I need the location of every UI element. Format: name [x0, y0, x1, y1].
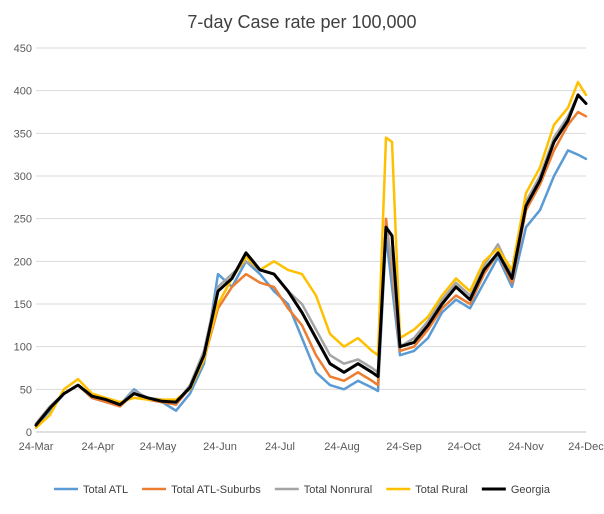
legend-label: Georgia — [511, 484, 551, 496]
y-tick-label: 0 — [26, 427, 32, 439]
legend-item: Total Nonrural — [274, 484, 372, 496]
y-tick-label: 150 — [14, 299, 32, 311]
legend-label: Total Rural — [415, 484, 468, 496]
x-tick-label: 24-Jul — [265, 441, 295, 453]
legend-item: Total ATL — [54, 484, 128, 496]
legend-label: Total ATL — [83, 484, 128, 496]
axes: 0 50 100 150 200 250 300 350 400 450 24-Mar 24-Apr 2… — [14, 43, 604, 453]
y-tick-label: 350 — [14, 128, 32, 140]
series-line — [34, 93, 588, 425]
y-tick-label: 200 — [14, 256, 32, 268]
chart-title: 7-day Case rate per 100,000 — [187, 12, 416, 32]
gridlines — [36, 47, 586, 433]
y-tick-label: 50 — [20, 384, 32, 396]
x-tick-label: 24-Dec — [568, 441, 604, 453]
x-tick-label: 24-Mar — [19, 441, 54, 453]
y-tick-label: 100 — [14, 342, 32, 354]
legend: Total ATL Total ATL-Suburbs Total Nonrural… — [54, 484, 551, 496]
x-tick-label: 24-Sep — [386, 441, 421, 453]
series-lines — [34, 80, 588, 429]
x-tick-label: 24-Jun — [203, 441, 237, 453]
legend-label: Total ATL-Suburbs — [171, 484, 261, 496]
x-tick-label: 24-Oct — [447, 441, 480, 453]
series-line — [34, 149, 588, 427]
series-line — [34, 93, 588, 427]
legend-item: Total ATL-Suburbs — [142, 484, 261, 496]
x-tick-label: 24-May — [140, 441, 177, 453]
y-tick-label: 250 — [14, 214, 32, 226]
legend-label: Total Nonrural — [304, 484, 372, 496]
x-tick-label: 24-Nov — [508, 441, 544, 453]
x-tick-label: 24-Aug — [324, 441, 359, 453]
y-tick-label: 400 — [14, 86, 32, 98]
y-tick-label: 300 — [14, 171, 32, 183]
y-tick-label: 450 — [14, 43, 32, 55]
legend-item: Total Rural — [386, 484, 468, 496]
legend-item: Georgia — [481, 484, 551, 496]
x-tick-label: 24-Apr — [81, 441, 114, 453]
series-line — [34, 80, 588, 429]
